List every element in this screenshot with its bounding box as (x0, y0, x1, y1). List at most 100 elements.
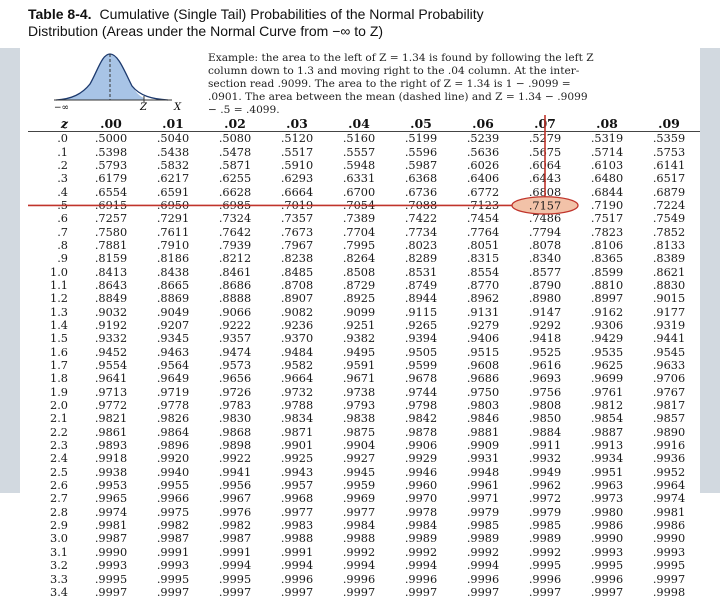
table-cell: .8907 (266, 292, 328, 305)
table-cell: .9967 (204, 492, 266, 505)
table-cell: .9082 (266, 305, 328, 318)
table-cell: .9994 (204, 559, 266, 572)
row-z-value: 1.4 (28, 319, 80, 332)
table-cell: .9971 (452, 492, 514, 505)
table-cell: .9991 (204, 546, 266, 559)
title-text-1: Cumulative (Single Tail) Probabilities o… (100, 6, 484, 22)
table-cell: .9989 (452, 532, 514, 545)
table-cell: .9345 (142, 332, 204, 345)
table-cell: .9750 (452, 386, 514, 399)
table-cell: .5714 (576, 145, 638, 158)
table-row: 3.0.9987.9987.9987.9988.9988.9989.9989.9… (28, 532, 700, 545)
table-cell: .9946 (390, 466, 452, 479)
table-cell: .8665 (142, 279, 204, 292)
table-cell: .7910 (142, 239, 204, 252)
table-cell: .9984 (390, 519, 452, 532)
table-cell: .9960 (390, 479, 452, 492)
table-cell: .8925 (328, 292, 390, 305)
table-cell: .7190 (576, 199, 638, 212)
table-cell: .9934 (576, 452, 638, 465)
table-cell: .9808 (514, 399, 576, 412)
table-cell: .9996 (514, 572, 576, 585)
table-cell: .9940 (142, 466, 204, 479)
table-cell: .9772 (80, 399, 142, 412)
table-cell: .5319 (576, 132, 638, 146)
probability-table-wrap: z.00.01.02.03.04.05.06.07.08.09 .0.5000.… (28, 117, 700, 599)
table-cell: .9382 (328, 332, 390, 345)
table-cell: .6554 (80, 185, 142, 198)
table-cell: .9981 (80, 519, 142, 532)
table-row: 2.9.9981.9982.9982.9983.9984.9984.9985.9… (28, 519, 700, 532)
table-row: 1.2.8849.8869.8888.8907.8925.8944.8962.8… (28, 292, 700, 305)
row-z-value: 1.5 (28, 332, 80, 345)
table-cell: .6950 (142, 199, 204, 212)
table-cell: .9995 (638, 559, 700, 572)
table-cell: .9608 (452, 359, 514, 372)
table-cell: .9591 (328, 359, 390, 372)
table-cell: .8159 (80, 252, 142, 265)
table-row: 3.2.9993.9993.9994.9994.9994.9994.9994.9… (28, 559, 700, 572)
table-cell: .9995 (576, 559, 638, 572)
table-cell: .5120 (266, 132, 328, 146)
table-cell: .6179 (80, 172, 142, 185)
table-cell: .9890 (638, 426, 700, 439)
table-cell: .9875 (328, 426, 390, 439)
table-cell: .6700 (328, 185, 390, 198)
table-row: .9.8159.8186.8212.8238.8264.8289.8315.83… (28, 252, 700, 265)
table-cell: .8599 (576, 265, 638, 278)
table-cell: .9983 (266, 519, 328, 532)
table-cell: .9554 (80, 359, 142, 372)
table-cell: .9686 (452, 372, 514, 385)
row-z-value: 1.6 (28, 346, 80, 359)
table-cell: .8962 (452, 292, 514, 305)
table-cell: .9251 (328, 319, 390, 332)
table-cell: .9505 (390, 346, 452, 359)
table-cell: .7157 (514, 199, 576, 212)
row-z-value: 2.9 (28, 519, 80, 532)
table-cell: .9989 (514, 532, 576, 545)
row-z-value: .8 (28, 239, 80, 252)
title-line-2: Distribution (Areas under the Normal Cur… (28, 23, 668, 40)
table-cell: .9664 (266, 372, 328, 385)
table-cell: .9495 (328, 346, 390, 359)
table-cell: .9625 (576, 359, 638, 372)
table-cell: .9881 (452, 426, 514, 439)
table-cell: .9887 (576, 426, 638, 439)
table-row: .7.7580.7611.7642.7673.7704.7734.7764.77… (28, 225, 700, 238)
table-cell: .9803 (452, 399, 514, 412)
table-row: 3.3.9995.9995.9995.9996.9996.9996.9996.9… (28, 572, 700, 585)
table-cell: .9732 (266, 386, 328, 399)
table-cell: .9861 (80, 426, 142, 439)
table-cell: .5239 (452, 132, 514, 146)
table-cell: .8238 (266, 252, 328, 265)
table-cell: .9968 (266, 492, 328, 505)
table-cell: .9997 (452, 586, 514, 599)
table-cell: .9990 (576, 532, 638, 545)
table-cell: .6879 (638, 185, 700, 198)
table-cell: .9996 (390, 572, 452, 585)
table-cell: .6591 (142, 185, 204, 198)
table-cell: .9484 (266, 346, 328, 359)
neg-infinity-label: −∞ (54, 103, 69, 112)
table-cell: .5793 (80, 159, 142, 172)
table-cell: .9236 (266, 319, 328, 332)
table-cell: .9192 (80, 319, 142, 332)
table-cell: .5753 (638, 145, 700, 158)
table-cell: .9993 (142, 559, 204, 572)
row-z-value: 1.3 (28, 305, 80, 318)
table-cell: .9966 (142, 492, 204, 505)
table-cell: .9959 (328, 479, 390, 492)
table-cell: .8438 (142, 265, 204, 278)
table-cell: .8531 (390, 265, 452, 278)
table-cell: .5596 (390, 145, 452, 158)
table-cell: .9699 (576, 372, 638, 385)
table-cell: .8106 (576, 239, 638, 252)
table-cell: .9985 (514, 519, 576, 532)
table-cell: .7794 (514, 225, 576, 238)
table-cell: .9846 (452, 412, 514, 425)
table-cell: .9987 (80, 532, 142, 545)
table-cell: .9370 (266, 332, 328, 345)
table-cell: .6915 (80, 199, 142, 212)
table-cell: .7123 (452, 199, 514, 212)
table-cell: .9726 (204, 386, 266, 399)
